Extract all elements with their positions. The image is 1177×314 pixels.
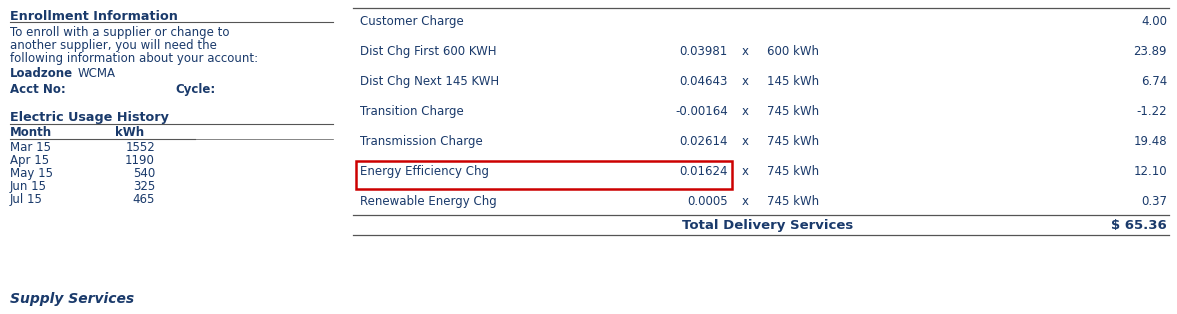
Text: 1552: 1552 <box>125 141 155 154</box>
Text: x: x <box>742 45 749 58</box>
Text: x: x <box>742 75 749 88</box>
Text: $ 65.36: $ 65.36 <box>1111 219 1168 232</box>
Text: 600 kWh: 600 kWh <box>767 45 819 58</box>
Text: 540: 540 <box>133 167 155 180</box>
Text: 0.37: 0.37 <box>1141 195 1168 208</box>
Text: Month: Month <box>9 126 52 139</box>
Text: 745 kWh: 745 kWh <box>767 135 819 148</box>
Text: 0.0005: 0.0005 <box>687 195 729 208</box>
Text: Jun 15: Jun 15 <box>9 180 47 193</box>
Text: To enroll with a supplier or change to: To enroll with a supplier or change to <box>9 26 230 39</box>
Text: 145 kWh: 145 kWh <box>767 75 819 88</box>
Text: Acct No:: Acct No: <box>9 83 66 96</box>
Text: another supplier, you will need the: another supplier, you will need the <box>9 39 217 52</box>
Text: Supply Services: Supply Services <box>9 292 134 306</box>
Text: kWh: kWh <box>115 126 144 139</box>
Text: 1190: 1190 <box>125 154 155 167</box>
Text: 0.02614: 0.02614 <box>679 135 729 148</box>
Text: May 15: May 15 <box>9 167 53 180</box>
Text: 465: 465 <box>133 193 155 206</box>
Text: Enrollment Information: Enrollment Information <box>9 10 178 23</box>
Text: 325: 325 <box>133 180 155 193</box>
Text: Dist Chg First 600 KWH: Dist Chg First 600 KWH <box>360 45 497 58</box>
Text: x: x <box>742 135 749 148</box>
Text: 0.04643: 0.04643 <box>679 75 729 88</box>
Text: -0.00164: -0.00164 <box>676 105 729 118</box>
Text: Customer Charge: Customer Charge <box>360 15 464 28</box>
Text: Dist Chg Next 145 KWH: Dist Chg Next 145 KWH <box>360 75 499 88</box>
Text: Energy Efficiency Chg: Energy Efficiency Chg <box>360 165 488 178</box>
Text: 745 kWh: 745 kWh <box>767 165 819 178</box>
Text: Jul 15: Jul 15 <box>9 193 42 206</box>
Text: 6.74: 6.74 <box>1141 75 1168 88</box>
Text: following information about your account:: following information about your account… <box>9 52 258 65</box>
Text: 0.01624: 0.01624 <box>679 165 729 178</box>
Text: Cycle:: Cycle: <box>175 83 215 96</box>
Text: WCMA: WCMA <box>78 67 117 80</box>
Text: Transition Charge: Transition Charge <box>360 105 464 118</box>
Text: -1.22: -1.22 <box>1136 105 1168 118</box>
Text: 745 kWh: 745 kWh <box>767 195 819 208</box>
Text: x: x <box>742 105 749 118</box>
Text: 745 kWh: 745 kWh <box>767 105 819 118</box>
Text: 0.03981: 0.03981 <box>680 45 729 58</box>
Text: Renewable Energy Chg: Renewable Energy Chg <box>360 195 497 208</box>
Text: x: x <box>742 165 749 178</box>
Text: Total Delivery Services: Total Delivery Services <box>681 219 853 232</box>
Text: Electric Usage History: Electric Usage History <box>9 111 168 124</box>
Text: Transmission Charge: Transmission Charge <box>360 135 483 148</box>
Text: 23.89: 23.89 <box>1133 45 1168 58</box>
Text: Apr 15: Apr 15 <box>9 154 49 167</box>
Text: Loadzone: Loadzone <box>9 67 73 80</box>
Text: 12.10: 12.10 <box>1133 165 1168 178</box>
Text: 19.48: 19.48 <box>1133 135 1168 148</box>
Text: 4.00: 4.00 <box>1141 15 1168 28</box>
Text: Mar 15: Mar 15 <box>9 141 51 154</box>
Text: x: x <box>742 195 749 208</box>
